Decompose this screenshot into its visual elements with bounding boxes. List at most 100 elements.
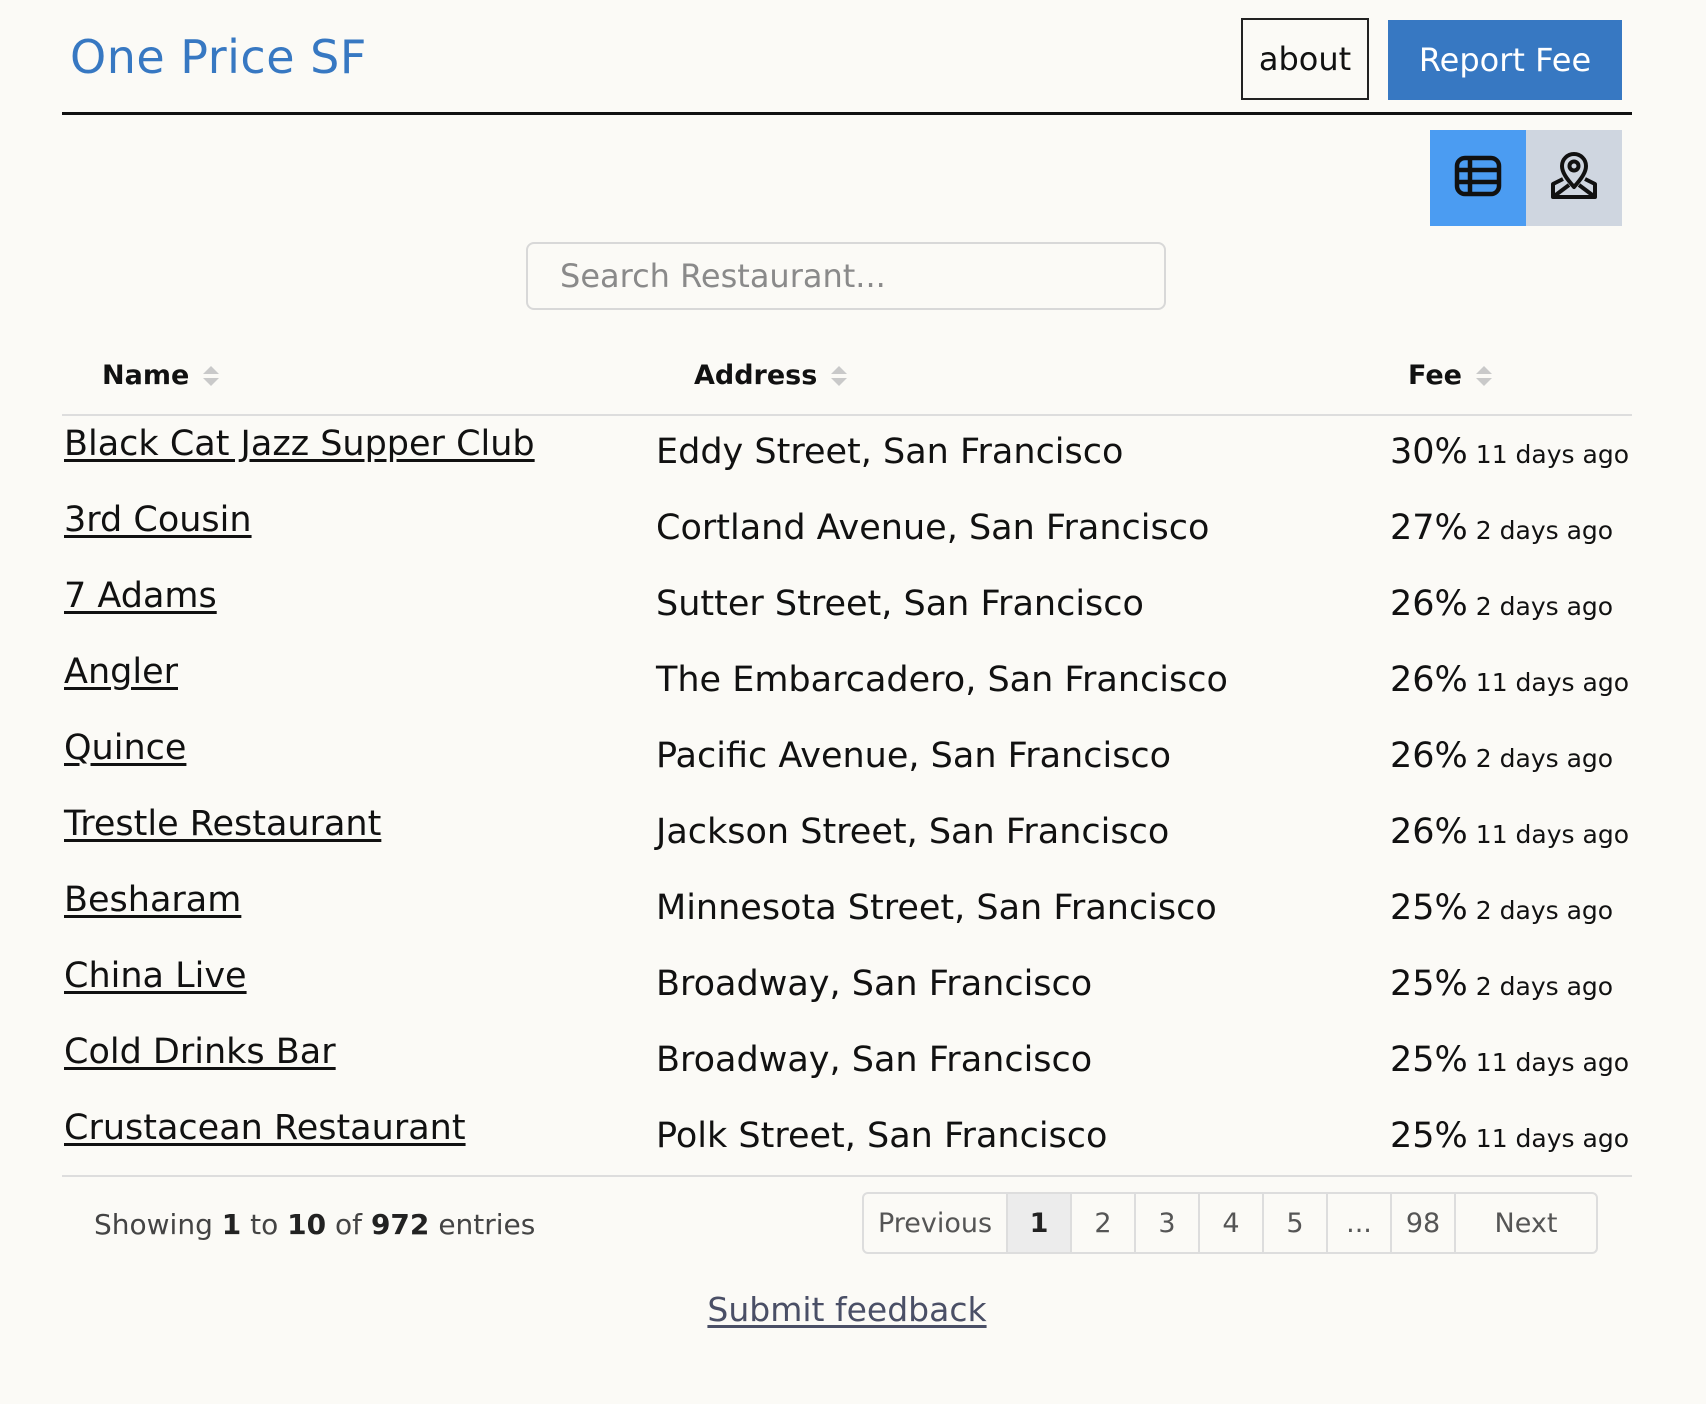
restaurant-address: Polk Street, San Francisco: [656, 1116, 1108, 1156]
column-label: Fee: [1408, 360, 1462, 391]
map-pin-icon: [1549, 151, 1599, 205]
fee-reported-time: 11 days ago: [1475, 820, 1629, 849]
table-row: Quince Pacific Avenue, San Francisco 26%…: [62, 720, 1632, 796]
fee-reported-time: 2 days ago: [1475, 592, 1614, 621]
restaurant-link[interactable]: Trestle Restaurant: [64, 804, 382, 844]
table-icon: [1454, 155, 1502, 201]
restaurant-address: Cortland Avenue, San Francisco: [656, 508, 1210, 548]
table-row: Besharam Minnesota Street, San Francisco…: [62, 872, 1632, 948]
page-button-5[interactable]: 5: [1262, 1194, 1326, 1252]
fee-cell: 25% 11 days ago: [1390, 1040, 1629, 1080]
table-row: 3rd Cousin Cortland Avenue, San Francisc…: [62, 492, 1632, 568]
showing-from: 1: [221, 1208, 242, 1241]
fee-value: 26%: [1390, 812, 1468, 852]
restaurant-link[interactable]: Besharam: [64, 880, 242, 920]
page-button-4[interactable]: 4: [1198, 1194, 1262, 1252]
fee-cell: 26% 2 days ago: [1390, 736, 1613, 776]
showing-of-word: of: [335, 1208, 363, 1241]
fee-value: 26%: [1390, 584, 1468, 624]
table-row: Crustacean Restaurant Polk Street, San F…: [62, 1100, 1632, 1176]
report-fee-button[interactable]: Report Fee: [1388, 20, 1622, 100]
restaurant-link[interactable]: 7 Adams: [64, 576, 217, 616]
table-view-button[interactable]: [1430, 130, 1526, 226]
sort-icon: [1475, 365, 1492, 387]
view-toggle: [1430, 130, 1622, 226]
fee-value: 25%: [1390, 964, 1468, 1004]
page-container: One Price SF about Report Fee: [62, 0, 1632, 1329]
table-body: Black Cat Jazz Supper Club Eddy Street, …: [62, 416, 1632, 1176]
table-row: 7 Adams Sutter Street, San Francisco 26%…: [62, 568, 1632, 644]
fee-value: 25%: [1390, 1040, 1468, 1080]
fee-value: 27%: [1390, 508, 1468, 548]
table-row: Cold Drinks Bar Broadway, San Francisco …: [62, 1024, 1632, 1100]
fee-reported-time: 2 days ago: [1475, 896, 1614, 925]
restaurant-link[interactable]: Cold Drinks Bar: [64, 1032, 336, 1072]
fee-reported-time: 2 days ago: [1475, 972, 1614, 1001]
table-bottom-divider: [62, 1175, 1632, 1177]
restaurant-address: Minnesota Street, San Francisco: [656, 888, 1217, 928]
sort-icon: [203, 365, 220, 387]
page-button-2[interactable]: 2: [1070, 1194, 1134, 1252]
pagination: Previous 1 2 3 4 5 ... 98 Next: [862, 1192, 1598, 1254]
restaurant-link[interactable]: 3rd Cousin: [64, 500, 252, 540]
table-row: Trestle Restaurant Jackson Street, San F…: [62, 796, 1632, 872]
next-page-button[interactable]: Next: [1454, 1194, 1596, 1252]
showing-prefix: Showing: [94, 1208, 213, 1241]
header: One Price SF about Report Fee: [62, 0, 1632, 115]
fee-cell: 26% 11 days ago: [1390, 660, 1629, 700]
restaurant-link[interactable]: Angler: [64, 652, 178, 692]
showing-to-word: to: [250, 1208, 279, 1241]
about-button[interactable]: about: [1241, 18, 1369, 100]
page-button-3[interactable]: 3: [1134, 1194, 1198, 1252]
column-label: Name: [102, 360, 190, 391]
sort-icon: [831, 365, 848, 387]
fee-value: 26%: [1390, 736, 1468, 776]
fee-reported-time: 2 days ago: [1475, 516, 1614, 545]
feedback-container: Submit feedback: [62, 1290, 1632, 1329]
restaurant-link[interactable]: Quince: [64, 728, 187, 768]
column-header-address[interactable]: Address: [694, 360, 848, 391]
fee-cell: 27% 2 days ago: [1390, 508, 1613, 548]
fee-value: 25%: [1390, 888, 1468, 928]
fee-reported-time: 2 days ago: [1475, 744, 1614, 773]
fee-value: 26%: [1390, 660, 1468, 700]
column-header-name[interactable]: Name: [102, 360, 220, 391]
fee-reported-time: 11 days ago: [1475, 1048, 1629, 1077]
table-row: Angler The Embarcadero, San Francisco 26…: [62, 644, 1632, 720]
fee-reported-time: 11 days ago: [1475, 668, 1629, 697]
column-header-fee[interactable]: Fee: [1408, 360, 1492, 391]
fee-cell: 26% 11 days ago: [1390, 812, 1629, 852]
restaurant-address: Pacific Avenue, San Francisco: [656, 736, 1172, 776]
table-row: Black Cat Jazz Supper Club Eddy Street, …: [62, 416, 1632, 492]
showing-suffix: entries: [438, 1208, 536, 1241]
showing-to: 10: [287, 1208, 327, 1241]
fee-reported-time: 11 days ago: [1475, 440, 1629, 469]
site-title[interactable]: One Price SF: [70, 30, 367, 84]
page-button-1[interactable]: 1: [1006, 1194, 1070, 1252]
restaurant-link[interactable]: Crustacean Restaurant: [64, 1108, 466, 1148]
table-row: China Live Broadway, San Francisco 25% 2 …: [62, 948, 1632, 1024]
restaurant-address: Sutter Street, San Francisco: [656, 584, 1144, 624]
restaurant-address: Broadway, San Francisco: [656, 1040, 1093, 1080]
page-ellipsis: ...: [1326, 1194, 1390, 1252]
fee-cell: 26% 2 days ago: [1390, 584, 1613, 624]
restaurant-address: Broadway, San Francisco: [656, 964, 1093, 1004]
map-view-button[interactable]: [1526, 130, 1622, 226]
fee-value: 25%: [1390, 1116, 1468, 1156]
table-header: Name Address Fee: [62, 350, 1632, 416]
search-restaurant-input[interactable]: [526, 242, 1166, 310]
submit-feedback-link[interactable]: Submit feedback: [707, 1290, 987, 1329]
page-button-98[interactable]: 98: [1390, 1194, 1454, 1252]
restaurant-address: Eddy Street, San Francisco: [656, 432, 1124, 472]
restaurant-link[interactable]: China Live: [64, 956, 247, 996]
fee-cell: 25% 2 days ago: [1390, 888, 1613, 928]
fee-cell: 25% 11 days ago: [1390, 1116, 1629, 1156]
fee-cell: 25% 2 days ago: [1390, 964, 1613, 1004]
restaurant-link[interactable]: Black Cat Jazz Supper Club: [64, 424, 535, 464]
fee-value: 30%: [1390, 432, 1468, 472]
previous-page-button[interactable]: Previous: [877, 1207, 993, 1239]
restaurant-address: The Embarcadero, San Francisco: [656, 660, 1228, 700]
column-label: Address: [694, 360, 818, 391]
showing-total: 972: [370, 1208, 430, 1241]
fee-reported-time: 11 days ago: [1475, 1124, 1629, 1153]
